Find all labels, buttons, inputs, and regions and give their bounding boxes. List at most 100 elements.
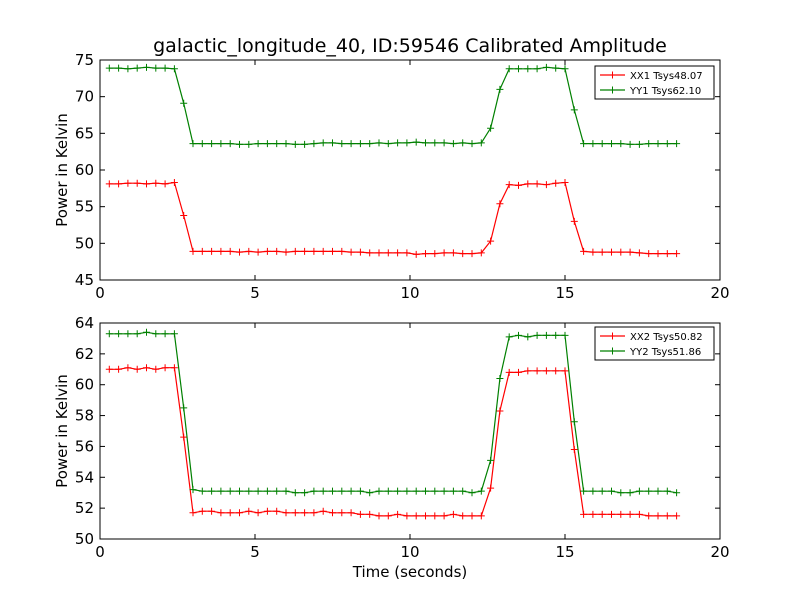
panel-2-series-2-point [487,456,495,464]
panel-2-series-1-point [496,407,504,415]
panel-1-series-2-point [329,139,336,147]
panel-1-series-1-point [152,179,160,187]
panel-1-series-1-point [198,247,206,255]
panel-1-series-1-point [366,249,374,257]
panel-2-x-tick-label: 5 [250,543,260,561]
chart-title: galactic_longitude_40, ID:59546 Calibrat… [153,35,667,57]
panel-2-series-1-point [635,510,643,518]
panel-1-series-2-point [431,139,439,147]
panel-1-series-1-point [617,248,625,256]
panel-2-series-1-point [515,368,522,376]
panel-2-y-tick-label: 54 [75,468,94,486]
panel-2-series-2-point [673,489,681,497]
panel-2-series-2-point [143,328,150,336]
panel-1-series-1-point [226,247,234,255]
panel-1-series-2-point [338,140,346,148]
panel-1-series-1-point [254,248,262,256]
panel-2-series-1-point [143,364,150,372]
panel-2-series-2-point [570,418,578,426]
panel-1-series-2-point [673,140,681,148]
panel-1-series-1-point [598,248,606,256]
panel-1-series-1-point [245,247,253,255]
panel-1-series-2-point [645,140,653,148]
panel-1-series-2-point [598,140,606,148]
panel-1-series-2-point [291,140,299,148]
panel-1-legend-marker-1 [609,71,616,79]
panel-2-series-2-point [598,487,606,495]
panel-2-series-1-point [319,507,327,515]
panel-1-series-1-point [189,247,197,255]
panel-1-series-1-point [626,248,634,256]
panel-1-series-2-point [524,65,532,73]
panel-2-series-1-point [505,368,513,376]
panel-1-x-tick-label: 0 [95,284,105,302]
panel-1-series-2-point [403,139,411,147]
panel-1-series-1-point [608,248,615,256]
panel-2-series-2-point [226,487,234,495]
panel-2-series-2-point [273,487,281,495]
panel-1-y-tick-label: 65 [75,124,94,142]
panel-1-series-1-point [180,211,188,219]
panel-1-y-tick-label: 45 [75,271,94,289]
panel-1-series-1-point [663,250,671,258]
panel-1-series-1-point [496,200,504,208]
panel-2-series-1-point [124,364,132,372]
panel-1-series-1-point [394,249,402,257]
panel-1-series-1-point [338,247,346,255]
panel-2-series-2-point [524,333,532,341]
panel-2-series-1-point [384,512,392,520]
panel-1-series-1-point [236,248,243,256]
panel-2-series-1-point [468,512,476,520]
panel-1-series-1-point [124,179,132,187]
panel-1-series-2-point [384,140,392,148]
panel-1-series-2-point [245,140,253,148]
panel-2-y-tick-label: 50 [75,530,94,548]
panel-1-series-1-point [654,250,662,258]
panel-2-series-2-point [105,330,113,338]
panel-2-series-2-point [189,486,197,494]
panel-1-series-2-point [459,139,467,147]
panel-2-x-tick-label: 10 [400,543,419,561]
panel-2-series-1-point [580,510,588,518]
panel-1-series-1-point [487,237,495,245]
panel-2-series-1-point [356,510,364,518]
panel-2-series-2-point [580,487,588,495]
panel-2-series-2-point [440,487,448,495]
panel-1-series-2-point [254,140,262,148]
panel-2-series-2-point [291,489,299,497]
panel-1-series-2-point [533,65,541,73]
panel-1-series-2-point [542,63,550,71]
panel-1-series-2-point [561,65,569,73]
panel-2-series-1-point [254,509,262,517]
panel-2-series-1-point [189,509,197,517]
panel-1-series-1-point [217,247,225,255]
panel-2-series-2-point [133,330,141,338]
panel-1-series-2-point [608,140,615,148]
panel-2-legend-marker-1 [609,332,616,340]
panel-2-series-2-point [263,487,271,495]
panel-1-series-2-point [347,140,355,148]
panel-2-series-2-point [338,487,346,495]
panel-2-series-2-point [663,487,671,495]
panel-2-series-1-point [422,512,429,520]
panel-2-series-1-point [282,509,290,517]
panel-2-series-2-point [626,489,634,497]
panel-2-series-1-point [338,509,346,517]
panel-2-series-2-point [561,331,569,339]
panel-1-series-1-point [673,250,681,258]
panel-1-y-tick-label: 55 [75,198,94,216]
panel-2-series-1-point [645,512,653,520]
panel-1-legend-label-1: XX1 Tsys48.07 [630,71,703,82]
panel-2-series-1-point [310,509,318,517]
panel-2-series-1-point [217,509,225,517]
panel-2-series-2-point [449,487,457,495]
panel-1-series-2-point [440,139,448,147]
panel-1-series-2-point [635,140,643,148]
panel-1-series-1-point [143,180,150,188]
panel-2-y-tick-label: 52 [75,499,94,517]
panel-1-series-1-point [589,248,597,256]
panel-1-y-tick-label: 70 [75,88,94,106]
panel-2-series-2-point [375,487,383,495]
panel-1-series-1-point [375,249,383,257]
panel-1-series-1-point [542,181,550,189]
